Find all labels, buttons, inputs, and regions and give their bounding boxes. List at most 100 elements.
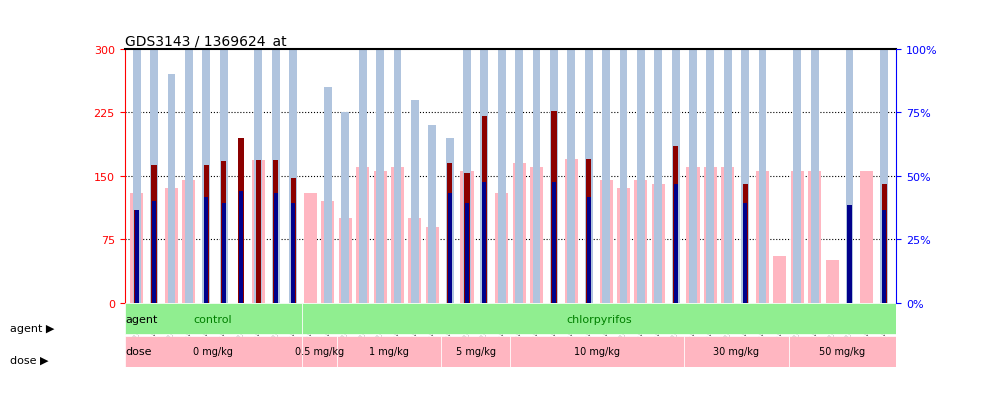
FancyBboxPatch shape bbox=[302, 336, 337, 367]
Bar bbox=[465, 203, 469, 303]
Bar bbox=[826, 261, 839, 303]
Bar bbox=[586, 159, 592, 303]
Bar bbox=[846, 37, 854, 303]
Bar bbox=[791, 172, 804, 303]
Text: dose ▶: dose ▶ bbox=[10, 354, 49, 364]
FancyBboxPatch shape bbox=[302, 304, 896, 335]
Text: control: control bbox=[194, 314, 232, 324]
Bar bbox=[274, 193, 278, 303]
Bar bbox=[289, 29, 297, 303]
Bar bbox=[165, 189, 178, 303]
Bar bbox=[689, 0, 697, 303]
Bar bbox=[152, 202, 156, 303]
FancyBboxPatch shape bbox=[510, 336, 684, 367]
Bar bbox=[425, 227, 438, 303]
Bar bbox=[220, 24, 227, 303]
Bar bbox=[291, 203, 295, 303]
Bar bbox=[204, 197, 208, 303]
Text: agent ▶: agent ▶ bbox=[10, 323, 55, 333]
Bar bbox=[408, 218, 421, 303]
Bar bbox=[565, 159, 578, 303]
Text: 30 mg/kg: 30 mg/kg bbox=[713, 347, 760, 356]
Bar bbox=[150, 12, 158, 303]
Bar bbox=[202, 12, 210, 303]
Bar bbox=[756, 172, 769, 303]
Bar bbox=[495, 193, 508, 303]
Bar bbox=[460, 172, 473, 303]
Bar bbox=[134, 210, 139, 303]
Bar bbox=[273, 161, 278, 303]
Bar bbox=[847, 218, 852, 303]
Bar bbox=[600, 180, 613, 303]
Bar bbox=[463, 24, 471, 303]
Text: GDS3143 / 1369624_at: GDS3143 / 1369624_at bbox=[124, 35, 286, 49]
Bar bbox=[445, 138, 453, 303]
Bar bbox=[603, 24, 610, 303]
Bar bbox=[342, 113, 350, 303]
Bar bbox=[774, 256, 787, 303]
Text: 0 mg/kg: 0 mg/kg bbox=[193, 347, 233, 356]
Bar bbox=[447, 164, 452, 303]
Bar bbox=[291, 179, 296, 303]
Bar bbox=[515, 0, 523, 303]
Bar bbox=[130, 193, 143, 303]
Bar bbox=[428, 126, 436, 303]
Bar bbox=[339, 218, 352, 303]
Bar bbox=[880, 12, 888, 303]
Bar bbox=[743, 203, 747, 303]
Bar bbox=[324, 88, 332, 303]
Bar bbox=[480, 0, 488, 303]
Bar bbox=[464, 174, 469, 303]
Bar bbox=[636, 37, 644, 303]
FancyBboxPatch shape bbox=[441, 336, 510, 367]
Bar bbox=[272, 0, 280, 303]
Bar bbox=[808, 172, 822, 303]
Bar bbox=[304, 193, 317, 303]
Bar bbox=[203, 165, 209, 303]
Text: chlorpyrifos: chlorpyrifos bbox=[567, 314, 631, 324]
Text: 5 mg/kg: 5 mg/kg bbox=[456, 347, 496, 356]
Bar bbox=[620, 24, 627, 303]
Bar bbox=[724, 0, 732, 303]
Bar bbox=[376, 24, 384, 303]
Text: dose: dose bbox=[125, 347, 151, 356]
Bar bbox=[482, 117, 487, 303]
Bar bbox=[811, 0, 819, 303]
Bar bbox=[359, 24, 367, 303]
Bar bbox=[322, 202, 335, 303]
FancyBboxPatch shape bbox=[124, 304, 302, 335]
Bar bbox=[411, 100, 418, 303]
Bar bbox=[759, 0, 767, 303]
Bar bbox=[848, 206, 852, 303]
Bar bbox=[256, 161, 261, 303]
FancyBboxPatch shape bbox=[124, 336, 302, 367]
Bar bbox=[634, 180, 647, 303]
Bar bbox=[167, 75, 175, 303]
Bar bbox=[651, 185, 664, 303]
Bar bbox=[393, 24, 401, 303]
Bar bbox=[357, 168, 370, 303]
Bar bbox=[743, 185, 748, 303]
Bar bbox=[794, 12, 801, 303]
Bar bbox=[447, 193, 452, 303]
Bar bbox=[182, 180, 195, 303]
FancyBboxPatch shape bbox=[684, 336, 789, 367]
Text: 1 mg/kg: 1 mg/kg bbox=[369, 347, 408, 356]
Bar bbox=[390, 168, 404, 303]
Bar bbox=[881, 185, 886, 303]
Bar bbox=[132, 50, 140, 303]
Bar bbox=[704, 168, 717, 303]
Bar bbox=[552, 182, 556, 303]
Bar bbox=[741, 24, 749, 303]
Bar bbox=[882, 210, 886, 303]
Text: 10 mg/kg: 10 mg/kg bbox=[575, 347, 621, 356]
Bar bbox=[673, 147, 678, 303]
Bar bbox=[585, 12, 593, 303]
Bar bbox=[671, 0, 679, 303]
Text: 50 mg/kg: 50 mg/kg bbox=[820, 347, 866, 356]
FancyBboxPatch shape bbox=[789, 336, 896, 367]
Bar bbox=[239, 192, 243, 303]
Bar bbox=[654, 24, 662, 303]
Bar bbox=[221, 203, 226, 303]
Bar bbox=[238, 138, 244, 303]
